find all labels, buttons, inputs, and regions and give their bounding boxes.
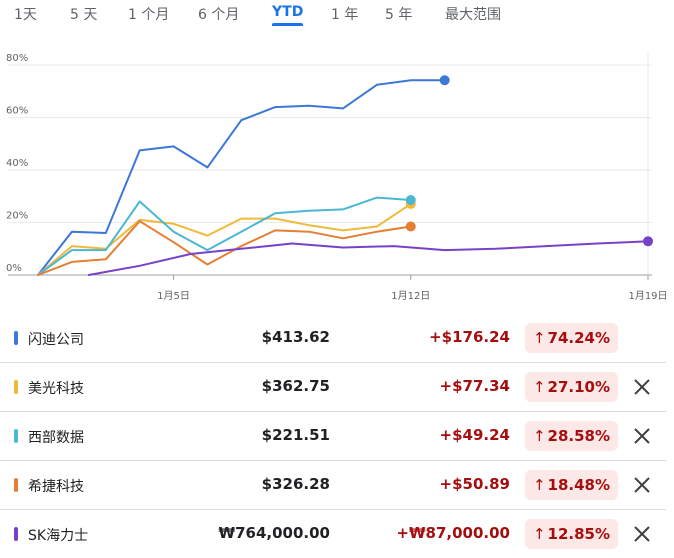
list-item[interactable]: SK海力士 ₩764,000.00 +₩87,000.00 ↑ 12.85%: [0, 510, 674, 558]
x-tick-label: 1月12日: [391, 290, 430, 302]
series-color-swatch: [14, 331, 18, 345]
y-tick-label: 0%: [6, 263, 22, 274]
comparison-chart[interactable]: 0% 20% 40% 60% 80% 1月5日 1月12日 1月19日: [0, 30, 674, 312]
change-amount: +$49.24: [439, 426, 510, 444]
price: $221.51: [261, 426, 330, 444]
list-item[interactable]: 美光科技 $362.75 +$77.34 ↑ 27.10%: [0, 363, 674, 411]
company-name: 美光科技: [28, 381, 84, 397]
series-line: [37, 220, 412, 276]
change-percent-badge: ↑ 18.48%: [524, 470, 618, 500]
close-icon[interactable]: [632, 524, 652, 544]
company-name: 希捷科技: [28, 479, 84, 495]
price: ₩764,000.00: [218, 524, 330, 542]
change-amount: +$50.89: [439, 475, 510, 493]
divider: [0, 362, 666, 363]
series-line: [37, 202, 412, 276]
series-line: [87, 240, 649, 276]
y-tick-label: 60%: [6, 106, 28, 117]
x-tick-label: 1月19日: [628, 290, 667, 302]
active-tab-indicator: [272, 23, 304, 26]
close-icon[interactable]: [632, 377, 652, 397]
arrow-up-icon: ↑: [532, 476, 546, 494]
series-color-swatch: [14, 527, 18, 541]
company-name: 西部数据: [28, 430, 84, 446]
series-end-marker: [405, 221, 416, 232]
tab-1-year[interactable]: 1 年: [331, 7, 359, 23]
list-item[interactable]: 希捷科技 $326.28 +$50.89 ↑ 18.48%: [0, 461, 674, 509]
x-tick-label: 1月5日: [157, 290, 190, 302]
list-item[interactable]: 闪迪公司 $413.62 +$176.24 ↑ 74.24%: [0, 314, 674, 362]
change-amount: +₩87,000.00: [396, 524, 510, 542]
tab-6-months[interactable]: 6 个月: [198, 7, 240, 23]
arrow-up-icon: ↑: [532, 427, 546, 445]
arrow-up-icon: ↑: [532, 525, 546, 543]
tab-1-day[interactable]: 1天: [14, 7, 37, 23]
close-icon[interactable]: [632, 475, 652, 495]
change-percent-badge: ↑ 28.58%: [524, 421, 618, 451]
y-tick-label: 80%: [6, 53, 28, 64]
price: $326.28: [261, 475, 330, 493]
series-color-swatch: [14, 429, 18, 443]
series-line: [37, 79, 446, 276]
series-end-marker: [405, 195, 416, 206]
y-tick-label: 20%: [6, 211, 28, 222]
tab-ytd[interactable]: YTD: [272, 4, 304, 26]
company-name: 闪迪公司: [28, 332, 84, 348]
divider: [0, 411, 666, 412]
change-percent-badge: ↑ 27.10%: [524, 372, 618, 402]
series-color-swatch: [14, 478, 18, 492]
close-icon[interactable]: [632, 426, 652, 446]
tab-5-years[interactable]: 5 年: [385, 7, 413, 23]
change-amount: +$77.34: [439, 377, 510, 395]
tab-max-range[interactable]: 最大范围: [445, 7, 501, 23]
tab-5-days[interactable]: 5 天: [70, 7, 98, 23]
change-percent-badge: ↑ 74.24%: [524, 323, 618, 353]
arrow-up-icon: ↑: [532, 378, 546, 396]
list-item[interactable]: 西部数据 $221.51 +$49.24 ↑ 28.58%: [0, 412, 674, 460]
series-color-swatch: [14, 380, 18, 394]
y-tick-label: 40%: [6, 158, 28, 169]
price: $413.62: [261, 328, 330, 346]
price: $362.75: [261, 377, 330, 395]
change-percent-badge: ↑ 12.85%: [524, 519, 618, 549]
company-name: SK海力士: [28, 528, 89, 544]
series-end-marker: [439, 75, 450, 86]
divider: [0, 460, 666, 461]
change-amount: +$176.24: [429, 328, 510, 346]
series-end-marker: [643, 236, 653, 247]
time-range-tabs: 1天 5 天 1 个月 6 个月 YTD 1 年 5 年 最大范围: [0, 0, 674, 30]
series-line: [37, 196, 412, 276]
tab-1-month[interactable]: 1 个月: [128, 7, 170, 23]
arrow-up-icon: ↑: [532, 329, 546, 347]
divider: [0, 509, 666, 510]
